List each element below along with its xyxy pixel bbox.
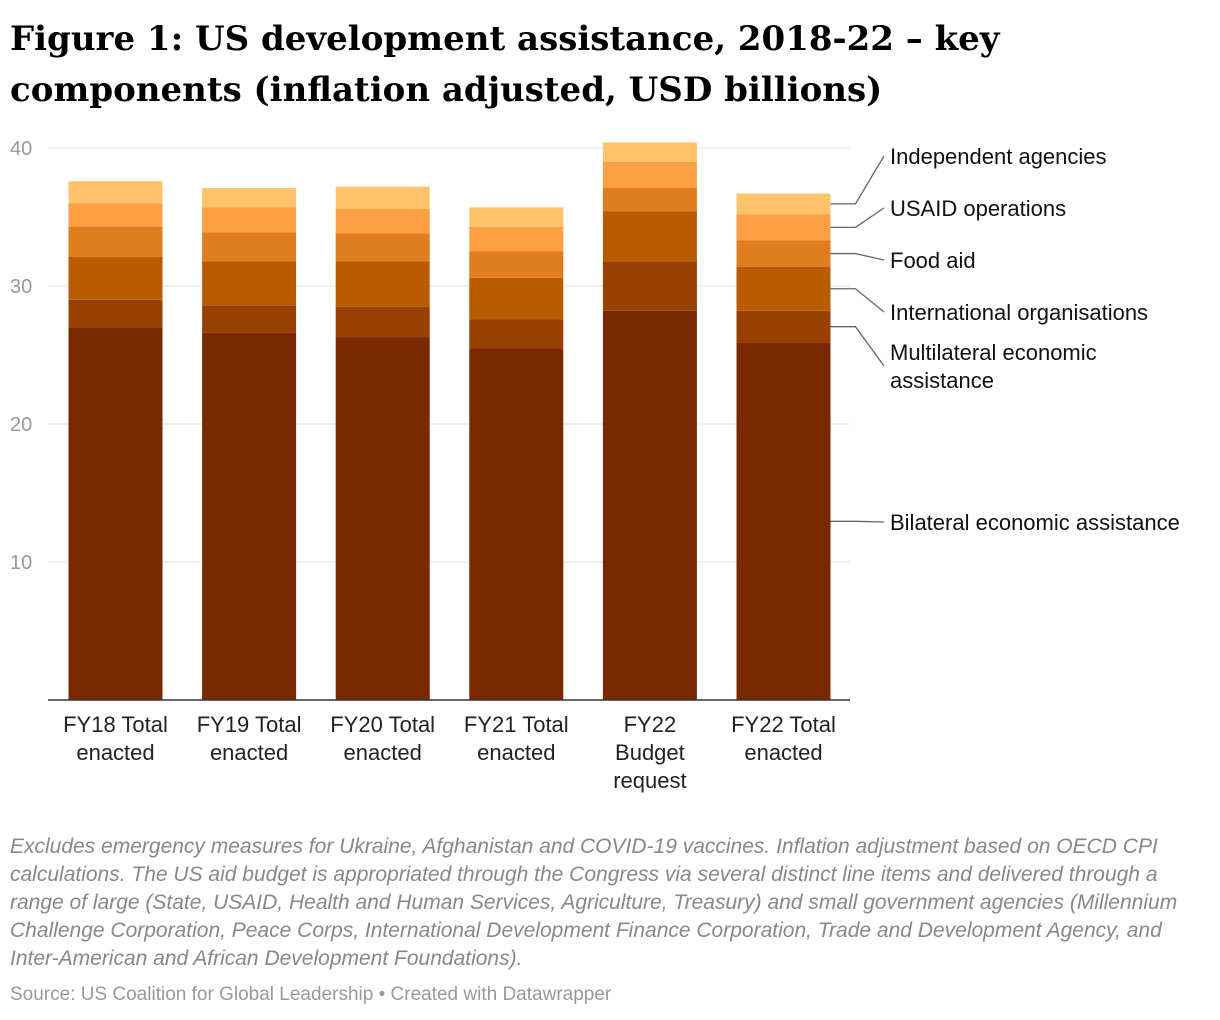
x-tick-label: FY18 Total enacted bbox=[63, 712, 168, 765]
bar-segment bbox=[335, 306, 430, 338]
bar-segment bbox=[68, 181, 163, 204]
bar-segment bbox=[202, 332, 297, 700]
x-tick-label: FY21 Total enacted bbox=[464, 712, 569, 765]
bar-segment bbox=[68, 226, 163, 258]
bar-segment bbox=[335, 337, 430, 700]
bar-segment bbox=[602, 310, 697, 700]
bar-stack bbox=[202, 188, 297, 700]
bar-segment bbox=[335, 233, 430, 262]
x-tick-label: FY22 Budget request bbox=[613, 712, 686, 793]
legend-label: USAID operations bbox=[890, 196, 1066, 221]
legend-connector bbox=[830, 520, 885, 523]
chart-notes: Excludes emergency measures for Ukraine,… bbox=[10, 835, 1178, 970]
bar-segment bbox=[335, 186, 430, 209]
chart-source: Source: US Coalition for Global Leadersh… bbox=[10, 984, 612, 1005]
bar-segment bbox=[602, 161, 697, 189]
gridlines: 10 20 30 40 bbox=[10, 138, 850, 574]
bar-segment bbox=[202, 207, 297, 233]
bar-segment bbox=[469, 277, 564, 320]
bar-segment bbox=[68, 327, 163, 700]
bar-segment bbox=[736, 342, 831, 700]
legend-label: Bilateral economic assistance bbox=[890, 510, 1180, 535]
bar-segment bbox=[202, 305, 297, 333]
bar-stack bbox=[335, 186, 430, 700]
bar-segment bbox=[602, 261, 697, 311]
bar-segment bbox=[736, 193, 831, 215]
bars bbox=[68, 142, 831, 700]
bar-segment bbox=[469, 251, 564, 278]
bar-stack bbox=[68, 181, 163, 700]
bar-segment bbox=[469, 226, 564, 252]
x-tick-label: FY22 Total enacted bbox=[731, 712, 836, 765]
y-tick-label: 20 bbox=[10, 414, 32, 436]
chart-title: Figure 1: US development assistance, 201… bbox=[10, 19, 1000, 110]
legend-label: Food aid bbox=[890, 248, 976, 273]
bar-stack bbox=[469, 207, 564, 700]
legend-connector bbox=[830, 288, 885, 313]
bar-segment bbox=[202, 232, 297, 262]
legend-connector bbox=[830, 155, 885, 205]
bar-segment bbox=[68, 203, 163, 227]
bar-segment bbox=[469, 207, 564, 227]
x-tick-label: FY19 Total enacted bbox=[197, 712, 302, 765]
bar-segment bbox=[602, 211, 697, 262]
bar-segment bbox=[736, 240, 831, 267]
legend-label: International organisations bbox=[890, 300, 1148, 325]
y-tick-label: 30 bbox=[10, 276, 32, 298]
bar-segment bbox=[736, 214, 831, 241]
bar-segment bbox=[736, 310, 831, 343]
legend-connector bbox=[830, 207, 885, 228]
bar-segment bbox=[202, 261, 297, 306]
bar-segment bbox=[335, 261, 430, 307]
legend-label: Multilateral economic assistance bbox=[890, 340, 1097, 393]
bar-segment bbox=[736, 266, 831, 311]
bar-segment bbox=[469, 319, 564, 349]
bar-stack bbox=[736, 193, 831, 700]
bar-segment bbox=[202, 188, 297, 208]
legend-connector bbox=[830, 252, 885, 261]
bar-segment bbox=[335, 208, 430, 234]
bar-segment bbox=[469, 348, 564, 700]
legend-connector bbox=[830, 326, 885, 367]
bar-segment bbox=[68, 299, 163, 328]
bar-segment bbox=[602, 142, 697, 162]
stacked-bar-chart: 10 20 30 40 FY18 Total enacted FY19 Total enac… bbox=[10, 138, 1180, 793]
legend: Bilateral economic assistance Multilatera… bbox=[830, 144, 1180, 535]
bar-segment bbox=[602, 188, 697, 212]
legend-label: Independent agencies bbox=[890, 144, 1107, 169]
y-tick-label: 10 bbox=[10, 552, 32, 574]
y-tick-label: 40 bbox=[10, 138, 32, 160]
bar-stack bbox=[602, 142, 697, 700]
bar-segment bbox=[68, 257, 163, 300]
x-tick-label: FY20 Total enacted bbox=[330, 712, 435, 765]
x-axis: FY18 Total enacted FY19 Total enacted FY20 T… bbox=[48, 699, 850, 793]
